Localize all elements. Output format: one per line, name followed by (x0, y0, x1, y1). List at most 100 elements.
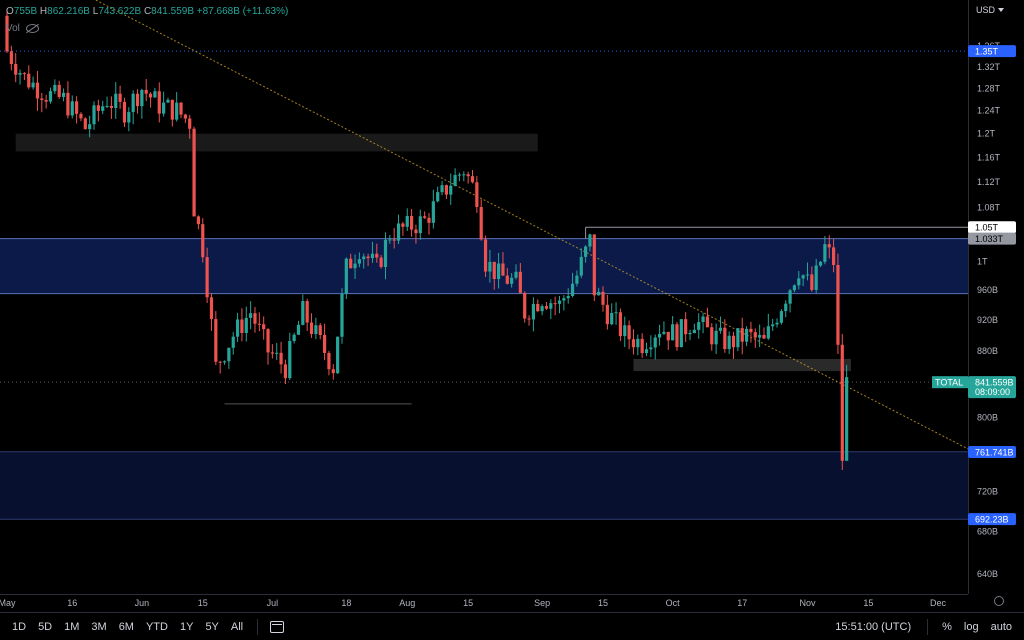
candle-body[interactable] (614, 312, 618, 314)
percent-button[interactable]: % (942, 620, 952, 633)
candle-body[interactable] (697, 322, 701, 330)
candle-body[interactable] (701, 316, 705, 323)
candle-body[interactable] (818, 261, 823, 266)
candle-body[interactable] (349, 258, 353, 269)
candle-body[interactable] (209, 297, 214, 320)
candle-body[interactable] (753, 332, 757, 338)
candle-body[interactable] (414, 229, 418, 234)
candle-body[interactable] (466, 174, 470, 177)
candle-body[interactable] (501, 263, 505, 276)
candle-body[interactable] (514, 271, 518, 278)
candle-body[interactable] (366, 256, 370, 259)
candle-body[interactable] (488, 261, 492, 272)
candle-body[interactable] (727, 335, 731, 350)
candle-body[interactable] (649, 347, 653, 350)
candle-body[interactable] (766, 326, 770, 339)
candle-body[interactable] (457, 174, 462, 176)
candle-body[interactable] (579, 256, 583, 276)
candle-body[interactable] (244, 317, 248, 333)
candle-body[interactable] (118, 93, 122, 102)
timeframe-1y[interactable]: 1Y (179, 620, 194, 633)
candle-body[interactable] (584, 246, 588, 257)
candle-body[interactable] (483, 239, 488, 272)
candle-body[interactable] (801, 275, 805, 279)
trendline[interactable] (7, 0, 978, 455)
candle-body[interactable] (105, 105, 109, 107)
candle-body[interactable] (618, 312, 623, 337)
candle-body[interactable] (131, 93, 135, 113)
candle-body[interactable] (157, 91, 161, 114)
candle-body[interactable] (553, 303, 557, 305)
candle-body[interactable] (562, 298, 566, 301)
candle-body[interactable] (636, 338, 640, 348)
candle-body[interactable] (179, 102, 183, 115)
clock-time[interactable]: 15:51:00 (UTC) (835, 620, 912, 633)
candle-body[interactable] (688, 333, 692, 335)
candle-body[interactable] (362, 256, 366, 260)
candle-body[interactable] (523, 292, 527, 319)
candle-body[interactable] (379, 257, 383, 267)
candle-body[interactable] (79, 113, 83, 119)
candle-body[interactable] (592, 234, 596, 296)
candle-body[interactable] (162, 102, 166, 114)
candle-body[interactable] (784, 303, 788, 312)
candle-body[interactable] (758, 334, 762, 338)
candle-body[interactable] (640, 338, 644, 354)
candle-body[interactable] (749, 328, 753, 333)
candle-body[interactable] (27, 73, 31, 88)
candle-body[interactable] (810, 274, 814, 290)
candle-body[interactable] (235, 319, 240, 337)
candle-body[interactable] (283, 364, 288, 379)
candle-body[interactable] (505, 275, 509, 284)
candle-body[interactable] (292, 334, 296, 342)
candle-body[interactable] (449, 185, 453, 195)
candle-body[interactable] (35, 82, 40, 99)
timeframe-1m[interactable]: 1M (64, 620, 80, 633)
candle-body[interactable] (823, 244, 827, 262)
candle-body[interactable] (70, 101, 74, 116)
candle-body[interactable] (462, 174, 466, 176)
candle-body[interactable] (183, 114, 187, 119)
candle-body[interactable] (536, 303, 540, 312)
candle-body[interactable] (401, 223, 405, 227)
candle-body[interactable] (409, 215, 414, 230)
candle-body[interactable] (322, 334, 327, 353)
candle-body[interactable] (240, 319, 244, 333)
candle-body[interactable] (623, 325, 627, 337)
candle-body[interactable] (671, 324, 675, 341)
candle-body[interactable] (444, 185, 448, 195)
candle-body[interactable] (262, 324, 266, 330)
candle-body[interactable] (57, 84, 61, 97)
candle-body[interactable] (797, 278, 801, 286)
timeframe-5d[interactable]: 5D (38, 620, 53, 633)
candle-body[interactable] (740, 328, 744, 342)
candle-body[interactable] (566, 296, 570, 299)
candle-body[interactable] (205, 257, 209, 298)
candle-body[interactable] (570, 283, 575, 297)
candle-body[interactable] (392, 239, 396, 241)
auto-button[interactable]: auto (990, 620, 1012, 633)
candle-body[interactable] (148, 93, 153, 98)
candle-body[interactable] (231, 336, 235, 348)
candle-body[interactable] (340, 293, 344, 337)
candle-body[interactable] (557, 300, 562, 304)
gear-icon[interactable] (994, 596, 1004, 606)
candle-body[interactable] (679, 319, 683, 348)
candle-body[interactable] (644, 349, 649, 354)
candle-body[interactable] (657, 333, 662, 338)
candle-body[interactable] (731, 335, 736, 348)
candle-body[interactable] (44, 100, 48, 102)
candle-body[interactable] (588, 234, 592, 247)
candle-body[interactable] (222, 361, 227, 363)
candle-body[interactable] (775, 322, 779, 325)
candle-body[interactable] (470, 176, 475, 183)
candle-body[interactable] (840, 344, 844, 461)
candle-body[interactable] (170, 99, 174, 120)
candle-body[interactable] (14, 63, 18, 75)
candle-body[interactable] (9, 51, 13, 64)
candle-body[interactable] (440, 185, 444, 193)
timeframe-3m[interactable]: 3M (91, 620, 107, 633)
candle-body[interactable] (192, 128, 196, 217)
candle-body[interactable] (779, 311, 783, 323)
candle-body[interactable] (53, 84, 57, 92)
